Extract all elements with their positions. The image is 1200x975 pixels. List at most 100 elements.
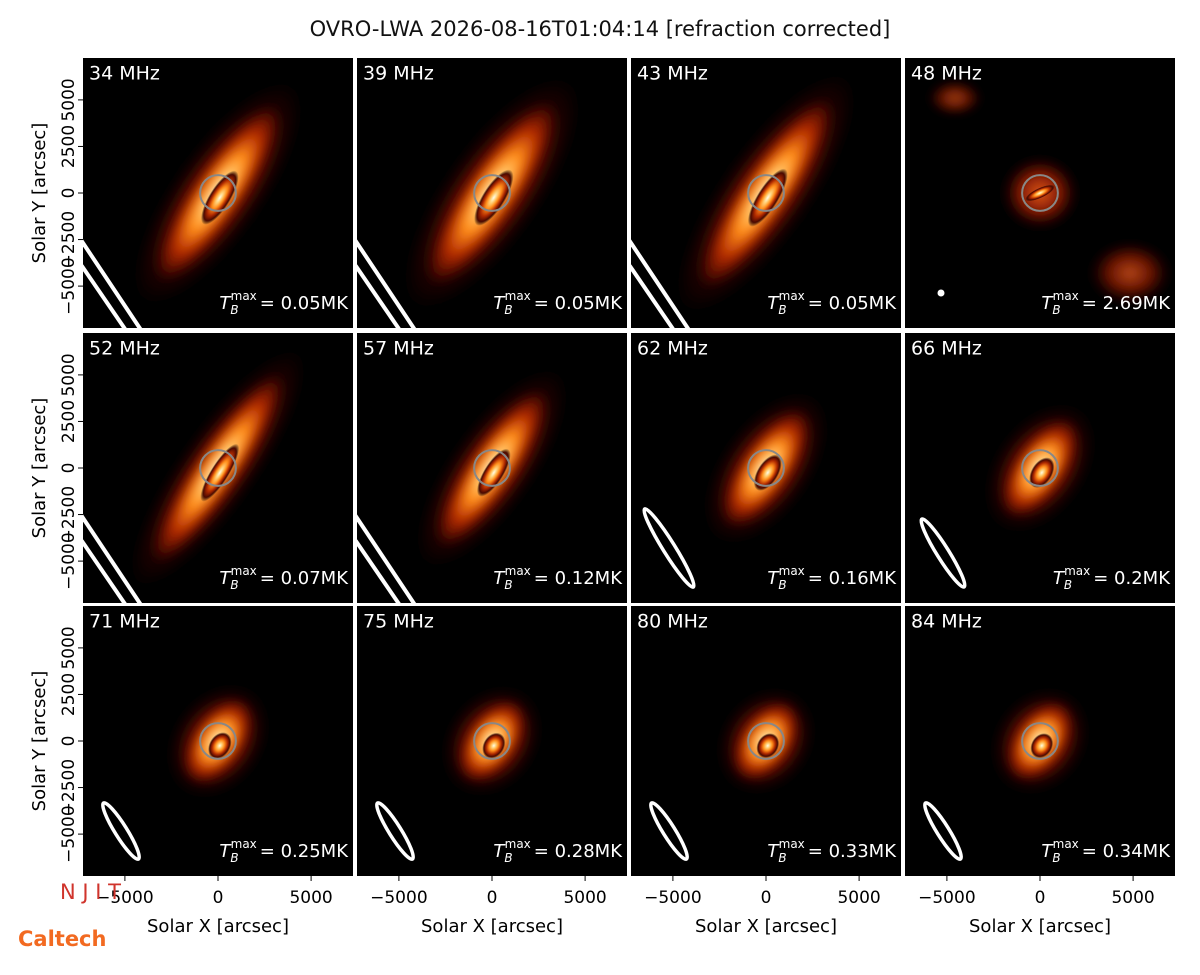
solar-disk xyxy=(199,722,237,760)
panel-title: 48 MHz xyxy=(911,63,982,85)
tb-value: = 0.12MK xyxy=(534,568,623,589)
panel xyxy=(631,333,901,603)
tb-value: = 0.33MK xyxy=(808,841,897,862)
panel xyxy=(905,333,1175,603)
x-tick-label: −5000 xyxy=(918,888,976,908)
tb-symbol: T xyxy=(493,841,506,862)
tb-superscript: max xyxy=(231,837,257,851)
solar-disk xyxy=(747,449,785,487)
panel xyxy=(905,58,1175,328)
tb-max-label: TBmax = 0.05MK xyxy=(767,289,897,317)
beam xyxy=(923,801,963,861)
panel xyxy=(357,606,627,876)
beam-line xyxy=(83,239,143,328)
emission-core xyxy=(747,168,788,227)
x-tick-label: 5000 xyxy=(563,888,606,908)
tb-superscript: max xyxy=(505,837,531,851)
tb-symbol: T xyxy=(1053,568,1066,589)
y-tick-label: 5000 xyxy=(59,626,79,669)
tb-symbol: T xyxy=(219,568,232,589)
tb-value: = 0.05MK xyxy=(534,293,623,314)
emission-core xyxy=(474,169,514,226)
beam xyxy=(649,801,689,861)
panel-title: 71 MHz xyxy=(89,611,160,633)
tb-superscript: max xyxy=(1053,837,1079,851)
emission-core xyxy=(1030,733,1054,759)
tb-value: = 0.34MK xyxy=(1082,841,1171,862)
panel-title: 57 MHz xyxy=(363,338,434,360)
panel xyxy=(357,333,627,603)
beam xyxy=(642,507,696,589)
beam-line xyxy=(83,514,143,603)
beam-line xyxy=(357,239,417,328)
panel xyxy=(631,58,901,328)
panel-title: 62 MHz xyxy=(637,338,708,360)
panel xyxy=(83,58,353,328)
tb-subscript: B xyxy=(230,578,238,592)
tb-value: = 0.25MK xyxy=(260,841,349,862)
tb-superscript: max xyxy=(779,837,805,851)
emission-core xyxy=(753,454,782,491)
panel-title: 84 MHz xyxy=(911,611,982,633)
y-tick-label: 2500 xyxy=(59,125,79,168)
emission-core xyxy=(1025,184,1055,202)
tb-value: = 0.2MK xyxy=(1093,568,1171,589)
panel xyxy=(905,606,1175,876)
y-tick-label: −2500 xyxy=(59,759,79,817)
tb-max-label: TBmax = 0.34MK xyxy=(1041,837,1171,865)
tb-subscript: B xyxy=(504,851,512,865)
solar-disk xyxy=(199,449,237,487)
tb-subscript: B xyxy=(1064,578,1072,592)
tb-superscript: max xyxy=(779,564,805,578)
tb-subscript: B xyxy=(504,578,512,592)
tb-max-label: TBmax = 0.05MK xyxy=(219,289,349,317)
tb-symbol: T xyxy=(493,293,506,314)
x-tick-label: 5000 xyxy=(1111,888,1154,908)
tb-superscript: max xyxy=(231,564,257,578)
tb-subscript: B xyxy=(778,851,786,865)
y-tick-label: 5000 xyxy=(59,353,79,396)
tb-symbol: T xyxy=(219,841,232,862)
panel xyxy=(83,333,353,603)
emission-core xyxy=(1029,457,1055,488)
tb-superscript: max xyxy=(1064,564,1090,578)
beam-line xyxy=(631,264,675,328)
solar-disk xyxy=(1021,174,1059,212)
y-tick-label: −2500 xyxy=(59,211,79,269)
tb-max-label: TBmax = 0.05MK xyxy=(493,289,623,317)
emission-core xyxy=(201,170,239,225)
tb-superscript: max xyxy=(779,289,805,303)
beam xyxy=(937,289,945,297)
tb-symbol: T xyxy=(493,568,506,589)
tb-subscript: B xyxy=(504,303,512,317)
panel xyxy=(83,606,353,876)
y-tick-label: 0 xyxy=(59,463,79,474)
tb-symbol: T xyxy=(767,293,780,314)
beam-line xyxy=(631,239,691,328)
beam-line xyxy=(357,264,401,328)
beam xyxy=(919,517,967,589)
tb-max-label: TBmax = 0.12MK xyxy=(493,564,623,592)
y-tick-label: −5000 xyxy=(59,805,79,863)
tb-symbol: T xyxy=(1041,841,1054,862)
caltech-logo: Caltech xyxy=(18,927,106,951)
y-tick-label: 2500 xyxy=(59,400,79,443)
panel xyxy=(631,606,901,876)
tb-subscript: B xyxy=(778,578,786,592)
tb-symbol: T xyxy=(219,293,232,314)
beam xyxy=(375,801,415,861)
y-tick-label: −2500 xyxy=(59,486,79,544)
beam-line xyxy=(357,539,401,603)
x-tick-label: 0 xyxy=(487,888,498,908)
y-axis-label: Solar Y [arcsec] xyxy=(29,123,50,264)
y-tick-label: 2500 xyxy=(59,673,79,716)
x-axis-label: Solar X [arcsec] xyxy=(421,916,563,937)
y-tick-label: −5000 xyxy=(59,257,79,315)
panel-title: 75 MHz xyxy=(363,611,434,633)
tb-max-label: TBmax = 2.69MK xyxy=(1041,289,1171,317)
figure-title: OVRO-LWA 2026-08-16T01:04:14 [refraction… xyxy=(310,17,891,41)
solar-disk xyxy=(199,174,237,212)
emission-core xyxy=(200,443,240,502)
emission-core xyxy=(208,732,232,760)
